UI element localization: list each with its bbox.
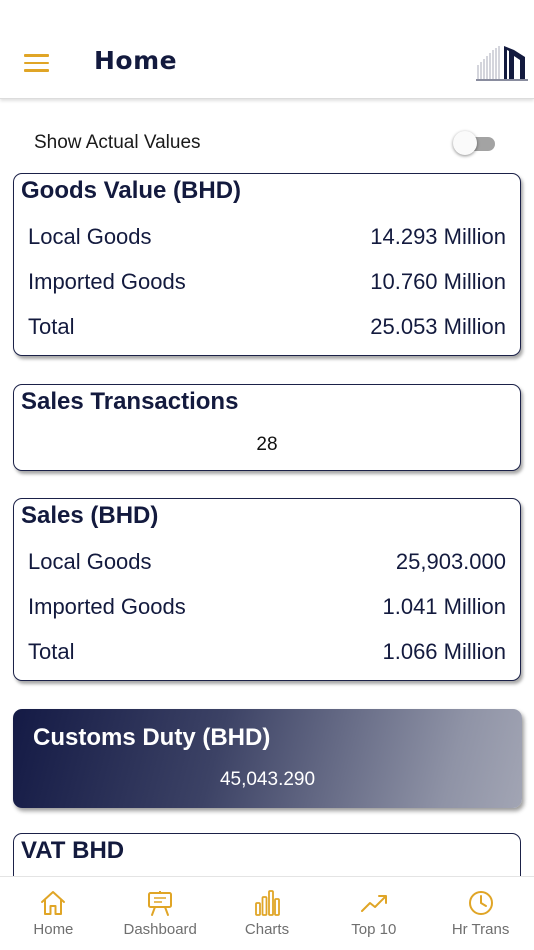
tab-dashboard[interactable]: Dashboard xyxy=(107,877,214,950)
sales-transactions-value: 28 xyxy=(256,434,278,455)
row-label: Total xyxy=(28,314,75,339)
hamburger-menu-icon[interactable] xyxy=(24,54,49,72)
row-value: 1.041 Million xyxy=(382,594,506,619)
home-content[interactable]: Show Actual Values Goods Value (BHD) Loc… xyxy=(0,100,534,876)
goods-value-row-total: Total 25.053 Million xyxy=(28,314,506,342)
row-label: Local Goods xyxy=(28,224,152,249)
show-actual-values-row: Show Actual Values xyxy=(34,130,504,156)
row-label: Local Goods xyxy=(28,549,152,574)
tab-top-10[interactable]: Top 10 xyxy=(320,877,427,950)
row-label: Total xyxy=(28,639,75,664)
vat-title: VAT BHD xyxy=(21,837,125,864)
building-logo-icon xyxy=(476,46,528,81)
sales-title: Sales (BHD) xyxy=(21,502,159,529)
page-title: Home xyxy=(94,46,178,75)
vat-card[interactable]: VAT BHD xyxy=(13,833,521,876)
tab-charts[interactable]: Charts xyxy=(214,877,321,950)
tab-label: Charts xyxy=(244,921,290,938)
show-actual-values-label: Show Actual Values xyxy=(34,132,201,153)
sales-row-total: Total 1.066 Million xyxy=(28,639,506,667)
customs-duty-value: 45,043.290 xyxy=(219,769,316,790)
sales-transactions-card[interactable]: Sales Transactions 28 xyxy=(13,384,521,471)
sales-row-local: Local Goods 25,903.000 xyxy=(28,549,506,577)
goods-value-card[interactable]: Goods Value (BHD) Local Goods 14.293 Mil… xyxy=(13,173,521,356)
tab-label: Dashboard xyxy=(123,921,197,938)
trending-up-icon xyxy=(360,895,387,912)
tab-hr-trans[interactable]: Hr Trans xyxy=(427,877,534,950)
row-label: Imported Goods xyxy=(28,269,186,294)
tab-label: Hr Trans xyxy=(451,921,510,938)
home-icon xyxy=(41,891,66,915)
clock-icon xyxy=(468,891,493,915)
row-label: Imported Goods xyxy=(28,594,186,619)
row-value: 25.053 Million xyxy=(370,314,506,339)
bottom-tab-bar: Home Dashboard Charts Top 10 xyxy=(0,876,534,950)
show-actual-values-toggle[interactable] xyxy=(453,131,499,155)
tab-home[interactable]: Home xyxy=(0,877,107,950)
row-value: 1.066 Million xyxy=(382,639,506,664)
tab-label: Top 10 xyxy=(351,921,397,938)
goods-value-title: Goods Value (BHD) xyxy=(21,177,242,204)
row-value: 25,903.000 xyxy=(395,549,506,574)
sales-transactions-title: Sales Transactions xyxy=(21,388,239,415)
app-header: Home xyxy=(0,0,534,99)
bar-chart-icon xyxy=(255,890,280,916)
tab-label: Home xyxy=(33,921,74,938)
sales-card[interactable]: Sales (BHD) Local Goods 25,903.000 Impor… xyxy=(13,498,521,681)
customs-duty-card[interactable]: Customs Duty (BHD) 45,043.290 xyxy=(13,709,522,808)
goods-value-row-local: Local Goods 14.293 Million xyxy=(28,224,506,252)
row-value: 10.760 Million xyxy=(370,269,506,294)
sales-row-imported: Imported Goods 1.041 Million xyxy=(28,594,506,622)
row-value: 14.293 Million xyxy=(370,224,506,249)
customs-duty-title: Customs Duty (BHD) xyxy=(33,724,271,751)
goods-value-row-imported: Imported Goods 10.760 Million xyxy=(28,269,506,297)
easel-icon xyxy=(148,891,173,916)
